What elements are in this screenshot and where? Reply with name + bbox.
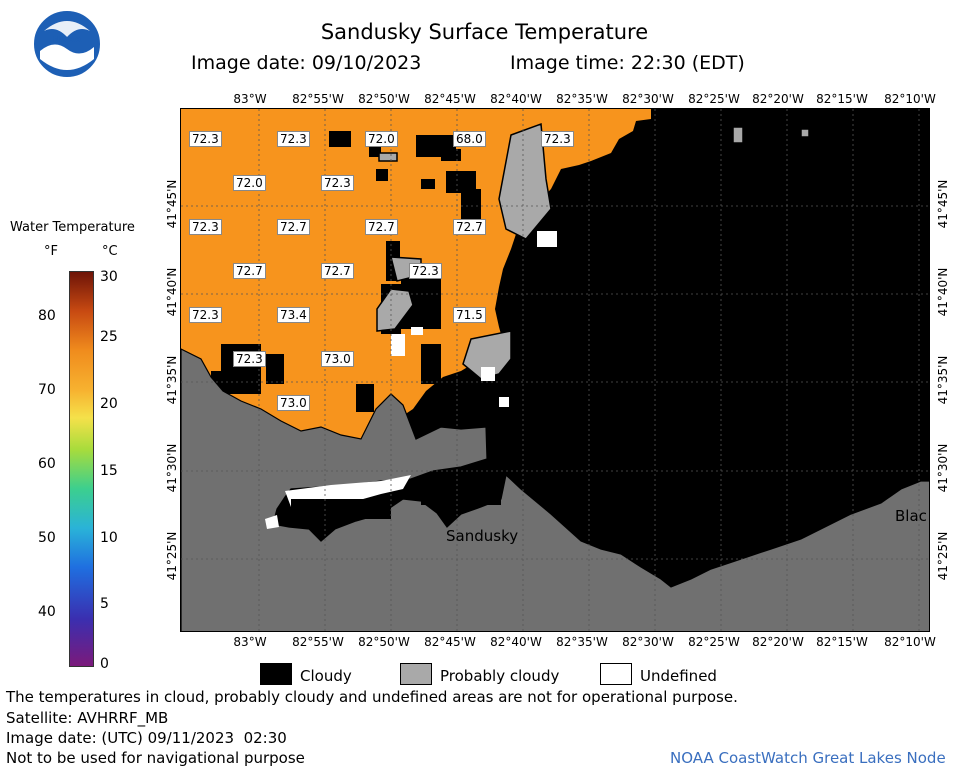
bay-cloud (291, 477, 501, 519)
temperature-label: 72.3 (233, 351, 266, 367)
colorbar-c-tick: 25 (100, 329, 118, 345)
colorbar-f-tick: 60 (38, 456, 56, 472)
lat-tick-right: 41°35'N (936, 355, 950, 405)
noaa-logo: NOAA (34, 11, 100, 77)
lat-tick-right: 41°45'N (936, 179, 950, 229)
lon-tick-top: 82°50'W (358, 92, 410, 106)
lon-tick-top: 82°55'W (292, 92, 344, 106)
temperature-label: 73.0 (277, 395, 310, 411)
colorbar-c-tick: 5 (100, 596, 109, 612)
place-label-sandusky: Sandusky (446, 527, 519, 545)
lon-tick-top: 82°35'W (556, 92, 608, 106)
temperature-label: 72.7 (453, 219, 486, 235)
footer-disclaimer: The temperatures in cloud, probably clou… (6, 688, 738, 706)
temperature-label: 68.0 (453, 131, 486, 147)
temperature-label: 72.3 (409, 263, 442, 279)
lon-tick-top: 82°10'W (884, 92, 936, 106)
colorbar (69, 271, 94, 667)
colorbar-f-tick: 50 (38, 530, 56, 546)
temperature-label: 72.7 (321, 263, 354, 279)
lat-tick-left: 41°45'N (165, 179, 179, 229)
legend-swatch-probably-cloudy (400, 663, 432, 685)
footer-nav-warning: Not to be used for navigational purpose (6, 749, 305, 767)
lon-tick-top: 82°40'W (490, 92, 542, 106)
temperature-label: 72.0 (233, 175, 266, 191)
colorbar-c-tick: 15 (100, 463, 118, 479)
lon-tick-top: 82°20'W (752, 92, 804, 106)
colorbar-f-tick: 40 (38, 604, 56, 620)
temperature-label: 73.4 (277, 307, 310, 323)
temperature-label: 71.5 (453, 307, 486, 323)
land-area (181, 348, 929, 631)
lon-tick-bottom: 82°35'W (556, 635, 608, 649)
colorbar-c-tick: 30 (100, 269, 118, 285)
legend-label-undefined: Undefined (640, 667, 717, 685)
colorbar-c-tick: 10 (100, 530, 118, 546)
lon-tick-bottom: 83°W (233, 635, 267, 649)
footer-utc-date: Image date: (UTC) 09/11/2023 02:30 (6, 729, 287, 747)
lon-tick-bottom: 82°15'W (816, 635, 868, 649)
footer-credit: NOAA CoastWatch Great Lakes Node (670, 749, 946, 767)
footer-satellite: Satellite: AVHRRF_MB (6, 709, 169, 727)
lon-tick-top: 82°25'W (688, 92, 740, 106)
lon-tick-bottom: 82°10'W (884, 635, 936, 649)
lat-tick-left: 41°30'N (165, 443, 179, 493)
legend-swatch-cloudy (260, 663, 292, 685)
temperature-label: 72.3 (321, 175, 354, 191)
undefined-patches (391, 231, 557, 407)
lat-tick-right: 41°30'N (936, 443, 950, 493)
lat-tick-right: 41°25'N (936, 531, 950, 581)
legend: Cloudy Probably cloudy Undefined (258, 661, 728, 687)
colorbar-c-tick: 0 (100, 656, 109, 672)
temperature-label: 72.7 (233, 263, 266, 279)
lon-tick-bottom: 82°45'W (424, 635, 476, 649)
image-date: Image date: 09/10/2023 (191, 52, 422, 74)
colorbar-unit-c: °C (102, 244, 118, 259)
lon-tick-bottom: 82°55'W (292, 635, 344, 649)
noaa-logo-text: NOAA (52, 35, 82, 45)
lon-tick-top: 83°W (233, 92, 267, 106)
place-label-black: Blac (895, 507, 927, 525)
lat-tick-left: 41°40'N (165, 267, 179, 317)
temperature-label: 72.7 (365, 219, 398, 235)
lon-tick-bottom: 82°50'W (358, 635, 410, 649)
lat-tick-left: 41°25'N (165, 531, 179, 581)
colorbar-f-tick: 80 (38, 308, 56, 324)
temperature-label: 72.0 (365, 131, 398, 147)
legend-swatch-undefined (600, 663, 632, 685)
lon-tick-top: 82°30'W (622, 92, 674, 106)
graticule (181, 109, 929, 631)
lon-tick-bottom: 82°40'W (490, 635, 542, 649)
temperature-label: 72.3 (189, 131, 222, 147)
image-time: Image time: 22:30 (EDT) (510, 52, 745, 74)
legend-label-cloudy: Cloudy (300, 667, 352, 685)
temperature-label: 72.7 (277, 219, 310, 235)
colorbar-unit-f: °F (44, 244, 58, 259)
lon-tick-bottom: 82°20'W (752, 635, 804, 649)
lon-tick-bottom: 82°25'W (688, 635, 740, 649)
lat-tick-left: 41°35'N (165, 355, 179, 405)
temperature-label: 72.3 (541, 131, 574, 147)
colorbar-c-tick: 20 (100, 396, 118, 412)
temperature-label: 72.3 (189, 307, 222, 323)
temperature-label: 72.3 (277, 131, 310, 147)
lon-tick-top: 82°15'W (816, 92, 868, 106)
lon-tick-bottom: 82°30'W (622, 635, 674, 649)
legend-label-probably-cloudy: Probably cloudy (440, 667, 560, 685)
sst-map (181, 109, 929, 631)
temperature-label: 73.0 (321, 351, 354, 367)
lon-tick-top: 82°45'W (424, 92, 476, 106)
colorbar-title: Water Temperature (10, 220, 135, 235)
page-title: Sandusky Surface Temperature (320, 20, 649, 44)
temperature-label: 72.3 (189, 219, 222, 235)
map-panel: 72.3 72.3 72.0 68.0 72.3 72.0 72.3 72.3 72.7 72.7… (180, 108, 930, 632)
colorbar-f-tick: 70 (38, 382, 56, 398)
lat-tick-right: 41°40'N (936, 267, 950, 317)
